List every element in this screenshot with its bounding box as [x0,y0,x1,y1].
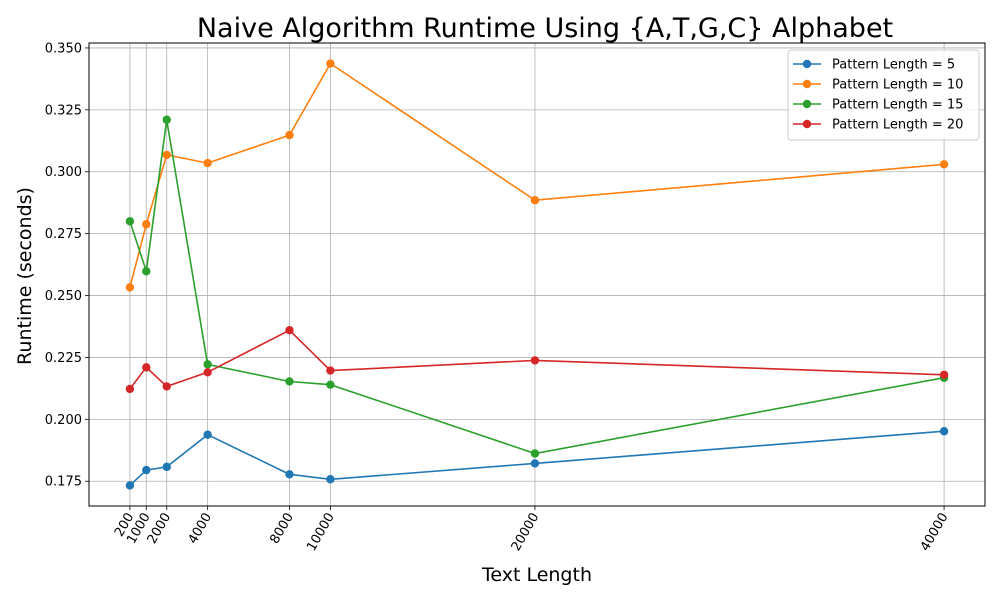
data-point [939,427,949,436]
data-point [530,196,540,205]
data-point [326,380,335,389]
y-tick-label: 0.225 [45,351,82,366]
series-line [129,329,945,390]
data-point [530,356,540,365]
data-point [142,220,151,229]
series-layer [125,59,949,490]
y-axis-ticks: 0.175 0.200 0.225 0.250 0.275 0.300 0.325 0.350 [45,41,89,490]
x-axis-title: Text Length [481,564,592,586]
data-point [142,363,151,372]
data-point [285,377,294,386]
y-axis-title: Runtime (seconds) [14,187,36,365]
legend-label: Pattern Length = 10 [832,78,963,93]
data-point [285,130,294,140]
legend-label: Pattern Length = 20 [832,118,963,133]
y-tick-label: 0.350 [45,41,82,56]
y-tick-label: 0.250 [45,289,82,304]
data-point [203,158,212,168]
data-point [162,150,171,160]
data-point [939,370,949,379]
x-tick-label: 40000 [918,511,952,554]
x-tick-label: 10000 [304,511,338,554]
legend-swatch-marker [802,119,812,129]
series-line [129,62,945,288]
data-point [203,360,212,369]
data-point [125,283,135,292]
series-line [129,119,945,455]
legend-label: Pattern Length = 15 [832,98,963,113]
data-point [326,59,335,68]
legend: Pattern Length = 5 Pattern Length = 10 Pat… [787,49,980,141]
data-point [326,366,335,375]
data-point [285,470,294,479]
series-line [129,430,945,486]
data-point [203,430,212,439]
data-point [142,465,151,475]
legend-swatch-marker [802,99,812,109]
data-point [530,449,540,458]
x-tick-label: 20000 [509,511,543,554]
y-tick-label: 0.200 [45,413,82,428]
y-tick-label: 0.275 [45,227,82,242]
legend-label: Pattern Length = 5 [832,58,955,73]
legend-swatch-marker [802,79,812,89]
chart-title: Naive Algorithm Runtime Using {A,T,G,C} … [197,13,893,44]
legend-box [787,49,980,141]
y-tick-label: 0.325 [45,103,82,118]
x-tick-label: 4000 [186,511,216,547]
data-point [162,382,171,391]
data-point [939,160,949,169]
data-point [326,475,335,484]
data-point [125,384,135,394]
y-tick-label: 0.300 [45,165,82,180]
data-point [530,459,540,468]
data-point [162,115,171,124]
data-point [162,462,171,472]
x-tick-label: 8000 [267,511,297,547]
plot-frame [88,42,986,507]
y-tick-label: 0.175 [45,475,82,490]
legend-swatch-marker [802,59,812,69]
data-point [142,267,151,276]
data-point [125,481,135,490]
data-point [125,217,135,226]
data-point [285,326,294,335]
data-point [203,368,212,377]
